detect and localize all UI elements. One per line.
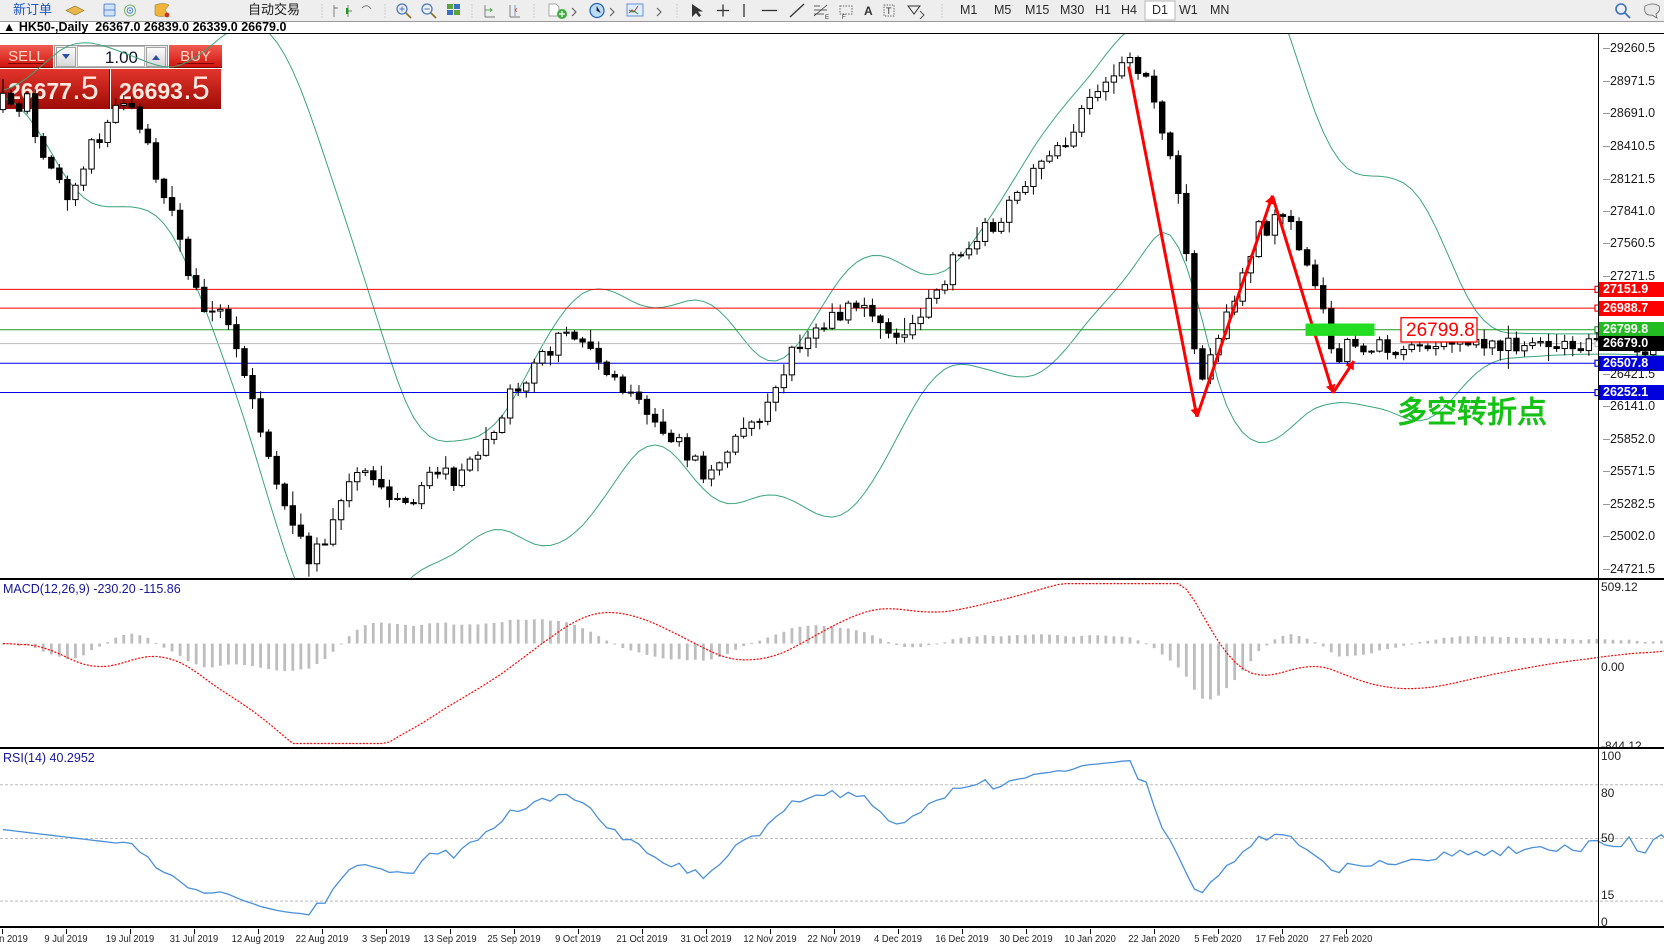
svg-text:M5: M5: [994, 3, 1011, 17]
svg-text:自动交易: 自动交易: [248, 2, 300, 17]
svg-text:26799.8: 26799.8: [1406, 320, 1475, 341]
svg-text:新订单: 新订单: [13, 2, 52, 17]
svg-text:H4: H4: [1121, 3, 1137, 17]
svg-text:W1: W1: [1179, 3, 1198, 17]
svg-text:A: A: [864, 4, 873, 18]
svg-text:多空转折点: 多空转折点: [1397, 397, 1547, 430]
svg-text:H1: H1: [1095, 3, 1111, 17]
svg-text:E: E: [825, 15, 829, 21]
svg-text:M1: M1: [960, 3, 977, 17]
svg-text:F: F: [842, 15, 846, 21]
svg-text:T: T: [886, 6, 892, 16]
svg-text:D1: D1: [1152, 3, 1168, 17]
svg-text:M15: M15: [1025, 3, 1049, 17]
svg-text:MN: MN: [1210, 3, 1229, 17]
svg-text:M30: M30: [1060, 3, 1084, 17]
